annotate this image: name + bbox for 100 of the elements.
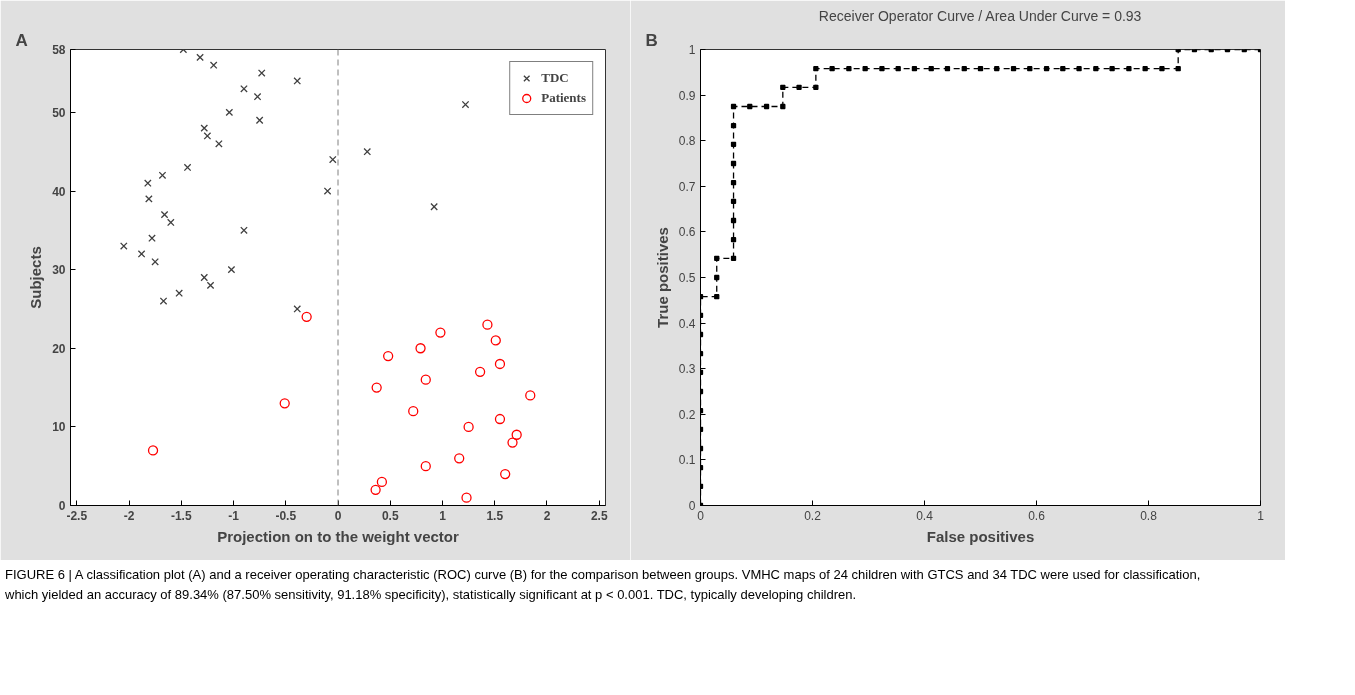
- point: [796, 84, 802, 90]
- y-tick-label: 50: [52, 105, 66, 120]
- point: [862, 66, 868, 72]
- point: [420, 461, 431, 472]
- x-tick-label: -2.5: [66, 508, 88, 523]
- point: [371, 382, 382, 393]
- x-tick-label: -2: [123, 508, 135, 523]
- x-tick-label: 2.5: [590, 508, 608, 523]
- x-tick-label: 0: [334, 508, 342, 523]
- y-tick-label: 30: [52, 263, 66, 278]
- point: [196, 53, 204, 62]
- y-axis-title: True positives: [653, 227, 671, 328]
- point: [166, 218, 175, 227]
- point: [454, 453, 465, 464]
- point: [714, 255, 720, 261]
- point: [175, 289, 183, 298]
- point: [255, 116, 264, 125]
- point: [240, 84, 248, 93]
- point: [490, 335, 501, 346]
- point: [730, 255, 737, 261]
- x-tick-label: -1.5: [170, 508, 192, 523]
- point: [494, 358, 506, 370]
- point: [200, 124, 209, 132]
- point: [763, 103, 770, 110]
- y-tick-label: 40: [52, 184, 66, 199]
- point: [148, 234, 156, 243]
- x-axis-title: False positives: [926, 527, 1035, 545]
- y-tick-label: 1: [688, 43, 696, 57]
- point: [500, 468, 511, 480]
- point: [1126, 66, 1132, 72]
- point: [813, 66, 819, 72]
- point: [1109, 66, 1115, 72]
- point: [730, 141, 737, 147]
- x-tick-label: 0.4: [916, 508, 934, 523]
- x-tick-label: 0.8: [1140, 508, 1158, 523]
- x-tick-label: 0.6: [1028, 508, 1046, 523]
- y-tick-label: 0.7: [678, 179, 696, 194]
- point: [1060, 66, 1066, 72]
- point: [240, 226, 248, 235]
- point: [846, 66, 852, 72]
- y-tick-label: 0.3: [678, 362, 696, 377]
- point: [829, 66, 835, 72]
- point: [203, 132, 212, 140]
- y-tick-label: 58: [52, 43, 66, 57]
- y-tick-label: 0.6: [678, 225, 696, 240]
- y-tick-label: 10: [52, 420, 66, 435]
- point: [977, 66, 984, 72]
- point: [1043, 66, 1050, 72]
- point: [415, 343, 426, 354]
- legend-label: Patients: [541, 90, 586, 106]
- point: [813, 84, 819, 90]
- y-tick-label: 0.9: [678, 88, 696, 103]
- point: [463, 421, 474, 433]
- x-tick-label: 0.2: [804, 508, 822, 523]
- x-tick-label: 1.5: [486, 508, 504, 523]
- point: [137, 250, 146, 258]
- point: [730, 123, 737, 129]
- point: [383, 350, 394, 362]
- point: [227, 265, 236, 274]
- x-tick-label: 2: [543, 508, 551, 523]
- point: [747, 103, 753, 110]
- point: [879, 66, 885, 72]
- point: [780, 84, 786, 90]
- point: [328, 155, 337, 164]
- point: [1076, 66, 1082, 72]
- point: [253, 92, 262, 101]
- text: A: [15, 30, 28, 50]
- point: [257, 69, 266, 77]
- text: B: [645, 30, 658, 50]
- point: [430, 202, 438, 211]
- x-tick-label: -0.5: [275, 508, 297, 523]
- point: [293, 305, 302, 313]
- point: [895, 66, 901, 72]
- point: [730, 217, 737, 224]
- point: [730, 237, 737, 243]
- point: [1010, 66, 1017, 72]
- point: [209, 61, 218, 70]
- y-tick-label: 0.4: [678, 316, 696, 331]
- point: [730, 198, 737, 204]
- y-tick-label: 20: [52, 341, 66, 356]
- point: [279, 398, 290, 409]
- point: [200, 273, 209, 282]
- point: [461, 100, 470, 109]
- caption: FIGURE 6 | A classification plot (A) and a receiver operating characteristic (ROC) curve (B) for the comparison between groups. VMHC maps of 24 children with GTCS and 34 TDC were used for classification, which yielded an accuracy of 89.34% (87.50% sensitivity, 91.18% specificity), statistically significant at p < 0.001. TDC, typically developing children.: [5, 566, 1202, 604]
- point: [420, 374, 431, 385]
- point: [376, 476, 388, 488]
- point: [1159, 66, 1165, 72]
- point: [408, 406, 419, 417]
- point: [714, 294, 720, 300]
- x-tick-label: -1: [228, 508, 240, 523]
- x-axis-title: Projection on to the weight vector: [217, 527, 459, 545]
- chart-title: Receiver Operator Curve / Area Under Curve = 0.93: [818, 7, 1142, 24]
- point: [511, 429, 522, 440]
- point: [780, 103, 786, 110]
- point: [119, 242, 128, 250]
- point: [730, 160, 737, 167]
- point: [151, 257, 159, 266]
- point: [293, 77, 302, 85]
- point: [363, 147, 372, 156]
- point: [994, 66, 1000, 72]
